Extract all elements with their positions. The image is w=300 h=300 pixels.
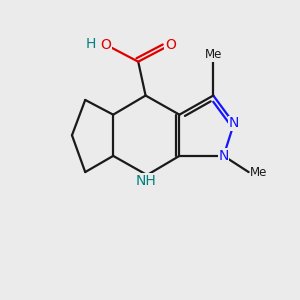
Text: O: O — [100, 38, 111, 52]
Text: Me: Me — [205, 48, 222, 62]
Text: NH: NH — [135, 174, 156, 188]
Text: N: N — [218, 149, 229, 163]
Text: Me: Me — [250, 166, 268, 178]
Text: N: N — [229, 116, 239, 130]
Text: O: O — [165, 38, 176, 52]
Text: H: H — [86, 37, 96, 51]
